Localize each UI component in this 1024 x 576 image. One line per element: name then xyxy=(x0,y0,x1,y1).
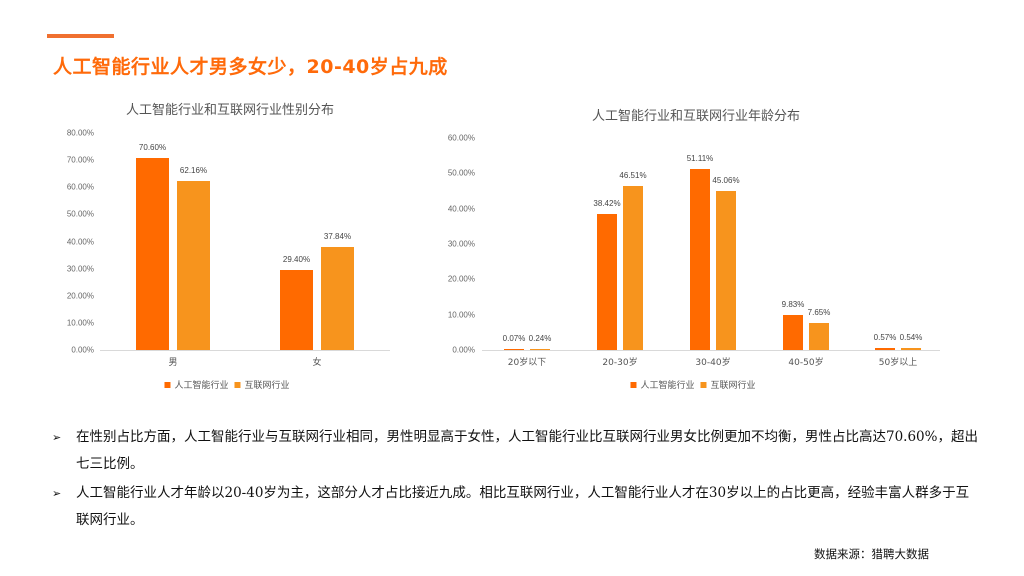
data-label: 46.51% xyxy=(619,170,647,180)
y-tick-label: 40.00% xyxy=(447,204,475,214)
y-tick-label: 10.00% xyxy=(66,318,94,328)
summary-bullets: ➢ 在性别占比方面，人工智能行业与互联网行业相同，男性明显高于女性，人工智能行业… xyxy=(52,424,982,536)
bar-internet xyxy=(901,348,921,350)
legend-swatch-ai-icon xyxy=(630,381,637,388)
x-category-label: 30-40岁 xyxy=(695,358,731,368)
bullet-item: ➢ 人工智能行业人才年龄以20-40岁为主，这部分人才占比接近九成。相比互联网行… xyxy=(52,480,982,534)
legend-label: 人工智能行业 xyxy=(174,381,229,391)
legend-item: 人工智能行业 xyxy=(630,378,695,391)
legend-item: 人工智能行业 xyxy=(164,378,229,391)
bullet-item: ➢ 在性别占比方面，人工智能行业与互联网行业相同，男性明显高于女性，人工智能行业… xyxy=(52,424,982,478)
bar-ai xyxy=(136,158,169,350)
age-chart-title: 人工智能行业和互联网行业年龄分布 xyxy=(591,109,801,124)
y-tick-label: 60.00% xyxy=(447,133,475,143)
y-tick-label: 40.00% xyxy=(66,237,94,246)
y-tick-label: 0.00% xyxy=(71,345,94,355)
chart-legend: 人工智能行业 互联网行业 xyxy=(630,378,761,391)
data-label: 7.65% xyxy=(807,307,831,317)
bar-ai xyxy=(280,270,313,350)
data-label: 9.83% xyxy=(781,300,805,310)
bar-ai xyxy=(597,214,617,350)
y-tick-label: 30.00% xyxy=(447,239,475,249)
gender-chart-title: 人工智能行业和互联网行业性别分布 xyxy=(125,103,335,118)
bar-internet xyxy=(809,322,829,350)
bar-internet xyxy=(177,181,210,350)
data-label: 38.42% xyxy=(593,199,621,209)
arrow-bullet-icon: ➢ xyxy=(52,431,62,444)
x-axis-line xyxy=(482,350,940,351)
legend-swatch-ai-icon xyxy=(164,381,171,388)
bar-ai xyxy=(504,349,524,350)
data-label: 0.57% xyxy=(873,332,897,342)
legend-swatch-internet-icon xyxy=(234,381,241,388)
data-label: 29.40% xyxy=(282,255,311,265)
y-tick-label: 20.00% xyxy=(447,274,475,284)
bullet-text: 人工智能行业人才年龄以20-40岁为主，这部分人才占比接近九成。相比互联网行业，… xyxy=(76,485,970,528)
y-tick-label: 50.00% xyxy=(447,168,475,178)
y-tick-label: 10.00% xyxy=(447,310,475,320)
legend-label: 互联网行业 xyxy=(244,381,290,391)
x-category-label: 40-50岁 xyxy=(788,358,824,368)
y-tick-label: 60.00% xyxy=(66,182,94,192)
data-label: 37.84% xyxy=(323,232,352,242)
y-tick-label: 0.00% xyxy=(452,345,475,355)
legend-label: 互联网行业 xyxy=(710,381,756,391)
data-label: 70.60% xyxy=(138,143,167,153)
legend-label: 人工智能行业 xyxy=(640,381,695,391)
x-category-label: 女 xyxy=(312,358,322,368)
legend-item: 互联网行业 xyxy=(234,378,290,391)
y-tick-label: 50.00% xyxy=(66,209,94,219)
legend-item: 互联网行业 xyxy=(700,378,756,391)
data-label: 0.07% xyxy=(502,334,526,344)
data-label: 62.16% xyxy=(179,166,208,176)
data-source: 数据来源：猎聘大数据 xyxy=(814,547,929,561)
y-tick-label: 80.00% xyxy=(66,128,94,138)
y-tick-label: 30.00% xyxy=(66,264,94,274)
x-category-label: 男 xyxy=(168,358,178,368)
x-category-label: 20-30岁 xyxy=(602,358,638,368)
x-category-label: 50岁以上 xyxy=(878,358,918,368)
data-label: 0.24% xyxy=(528,334,552,344)
y-tick-label: 70.00% xyxy=(66,155,94,165)
x-axis-line xyxy=(100,350,390,351)
bar-internet xyxy=(321,247,354,350)
bar-ai xyxy=(783,315,803,350)
bar-ai xyxy=(690,169,710,350)
page-title: 人工智能行业人才男多女少，20-40岁占九成 xyxy=(53,56,448,78)
data-label: 0.54% xyxy=(899,333,923,343)
bar-internet xyxy=(716,190,736,350)
arrow-bullet-icon: ➢ xyxy=(52,487,62,500)
legend-swatch-internet-icon xyxy=(700,381,707,388)
bar-internet xyxy=(530,349,550,350)
title-accent-bar xyxy=(47,34,114,38)
bar-internet xyxy=(623,185,643,350)
y-tick-label: 20.00% xyxy=(66,291,94,301)
data-label: 45.06% xyxy=(712,175,740,185)
x-category-label: 20岁以下 xyxy=(507,358,547,368)
bar-ai xyxy=(875,347,895,350)
bullet-text: 在性别占比方面，人工智能行业与互联网行业相同，男性明显高于女性，人工智能行业比互… xyxy=(76,429,978,472)
data-label: 51.11% xyxy=(686,154,714,164)
chart-legend: 人工智能行业 互联网行业 xyxy=(164,378,295,391)
